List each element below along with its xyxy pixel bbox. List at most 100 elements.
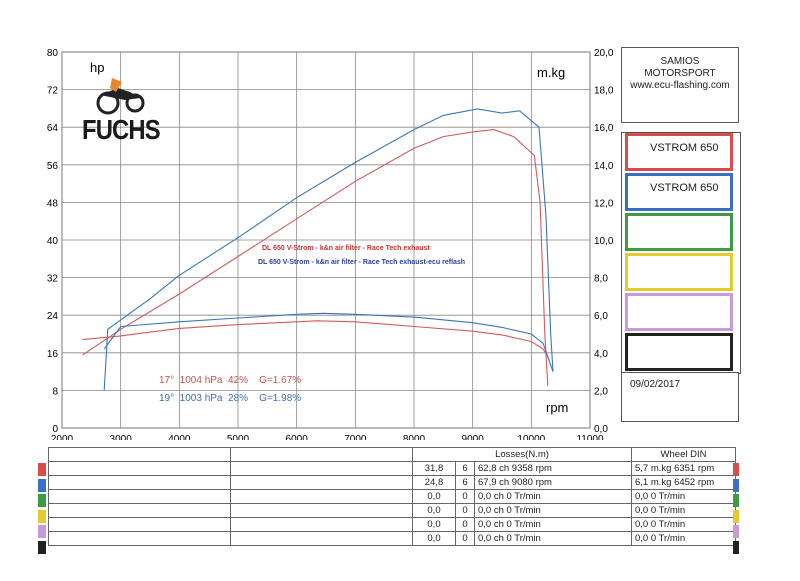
results-row: 24,8 6 67,9 ch 9080 rpm 6,1 m.kg 6452 rpm: [48, 475, 736, 490]
x-axis-tick-label: 3000: [110, 434, 133, 440]
row-color-strip: [38, 478, 46, 492]
x-axis-ticks: 2000 3000 4000 5000 6000 7000 8000 9000 10000 110…: [51, 434, 604, 440]
dyno-chart: 0 8 16 24 32 40 48 56 64 72 80 0,0 2,0 4,0 6,0 8,0 10,0…: [47, 48, 614, 440]
x-axis-tick-label: 8000: [403, 434, 426, 440]
run1-label: DL 650 V-Strom - k&n air filter - Race T…: [262, 245, 430, 252]
x-axis-tick-label: 10000: [517, 434, 545, 440]
test-date: 09/02/2017: [630, 379, 681, 390]
right-axis-tick-label: 2,0: [594, 386, 608, 397]
wheel-din-header: Wheel DIN: [631, 447, 736, 462]
results-row: 0,0 0 0,0 ch 0 Tr/min 0,0 0 Tr/min: [48, 531, 736, 546]
left-axis-unit: hp: [90, 60, 104, 75]
losses-value: 0,0: [412, 517, 456, 532]
run-slot-2[interactable]: VSTROM 650: [625, 173, 733, 211]
peak-power: 62,8 ch 9358 rpm: [474, 461, 632, 476]
left-axis-tick-label: 32: [47, 274, 59, 285]
series-line-3: [82, 320, 549, 357]
right-axis-tick-label: 16,0: [594, 123, 614, 134]
x-axis-tick-label: 9000: [462, 434, 485, 440]
left-axis-tick-label: 24: [47, 311, 59, 322]
x-axis-tick-label: 5000: [227, 434, 250, 440]
right-axis-tick-label: 14,0: [594, 161, 614, 172]
peak-torque: 0,0 0 Tr/min: [631, 489, 736, 504]
left-axis-tick-label: 0: [52, 424, 58, 435]
series-line-1: [82, 129, 549, 386]
run-slot-4[interactable]: [625, 253, 733, 291]
company-name-line1: SAMIOS: [660, 56, 700, 67]
row-color-strip: [38, 494, 46, 507]
row-color-strip: [38, 509, 46, 523]
peak-power: 0,0 ch 0 Tr/min: [474, 489, 632, 504]
run-slot-label: VSTROM 650: [650, 142, 719, 154]
peak-torque: 0,0 0 Tr/min: [631, 531, 736, 546]
right-axis-ticks: 0,0 2,0 4,0 6,0 8,0 10,0 12,0 14,0 16,0 18,0 20,0: [594, 48, 614, 435]
results-table: Losses(N.m) Wheel DIN 31,8 6 62,8 ch 9358 …: [48, 447, 736, 546]
series-line-4: [103, 312, 554, 372]
losses-value: 0,0: [412, 503, 456, 518]
chart-grid: [61, 51, 591, 429]
right-axis-tick-label: 8,0: [594, 274, 608, 285]
right-axis-tick-label: 4,0: [594, 349, 608, 360]
left-axis-tick-label: 40: [47, 236, 59, 247]
series-line-2: [103, 108, 554, 391]
x-axis-tick-label: 11000: [576, 434, 604, 440]
results-row: 31,8 6 62,8 ch 9358 rpm 5,7 m.kg 6351 rpm: [48, 461, 736, 476]
results-row: 0,0 0 0,0 ch 0 Tr/min 0,0 0 Tr/min: [48, 517, 736, 532]
left-axis-tick-label: 48: [47, 198, 59, 209]
losses-factor: 6: [455, 475, 475, 490]
losses-value: 0,0: [412, 531, 456, 546]
right-axis-tick-label: 6,0: [594, 311, 608, 322]
left-axis-tick-label: 72: [47, 86, 59, 97]
left-axis-tick-label: 8: [52, 386, 58, 397]
left-axis-tick-label: 80: [47, 48, 59, 59]
logo-text: FUCHS: [82, 114, 161, 145]
right-axis-tick-label: 10,0: [594, 236, 614, 247]
row-color-strip-right: [733, 540, 739, 554]
series-lines: [82, 108, 554, 391]
peak-power: 67,9 ch 9080 rpm: [474, 475, 632, 490]
company-website: www.ecu-flashing.com: [630, 80, 730, 91]
motorcycle-logo-icon: [96, 78, 145, 115]
row-color-strip-right: [733, 494, 739, 507]
run2-label: DL 650 V-Strom - k&n air filter - Race T…: [258, 259, 465, 266]
peak-torque: 0,0 0 Tr/min: [631, 503, 736, 518]
run-slot-1[interactable]: VSTROM 650: [625, 133, 733, 171]
losses-value: 24,8: [412, 475, 456, 490]
row-color-strip-right: [733, 463, 739, 476]
peak-power: 0,0 ch 0 Tr/min: [474, 531, 632, 546]
peak-torque: 0,0 0 Tr/min: [631, 517, 736, 532]
results-row: 0,0 0 0,0 ch 0 Tr/min 0,0 0 Tr/min: [48, 503, 736, 518]
row-color-strip-right: [733, 478, 739, 492]
company-box: SAMIOS MOTORSPORT www.ecu-flashing.com: [621, 47, 739, 123]
peak-torque: 6,1 m.kg 6452 rpm: [631, 475, 736, 490]
run1-conditions: 17° 1004 hPa 42% G=1.67%: [159, 375, 301, 386]
right-axis-unit: m.kg: [537, 65, 565, 80]
losses-factor: 0: [455, 503, 475, 518]
run-slot-3[interactable]: [625, 213, 733, 251]
peak-power: 0,0 ch 0 Tr/min: [474, 517, 632, 532]
x-axis-tick-label: 2000: [51, 434, 74, 440]
left-axis-tick-label: 64: [47, 123, 59, 134]
row-color-strip: [38, 540, 46, 554]
x-axis-tick-label: 4000: [168, 434, 191, 440]
results-header-row: Losses(N.m) Wheel DIN: [48, 447, 736, 462]
results-row: 0,0 0 0,0 ch 0 Tr/min 0,0 0 Tr/min: [48, 489, 736, 504]
run-slot-6[interactable]: [625, 333, 733, 371]
x-axis-tick-label: 7000: [344, 434, 367, 440]
row-color-strip-right: [733, 509, 739, 523]
left-axis-tick-label: 16: [47, 349, 59, 360]
losses-factor: 6: [455, 461, 475, 476]
run2-conditions: 19° 1003 hPa 28% G=1.98%: [159, 393, 301, 404]
losses-header: Losses(N.m): [412, 447, 632, 462]
peak-power: 0,0 ch 0 Tr/min: [474, 503, 632, 518]
right-axis-tick-label: 0,0: [594, 424, 608, 435]
right-axis-tick-label: 20,0: [594, 48, 614, 59]
run-slot-label: VSTROM 650: [650, 182, 719, 194]
x-axis-tick-label: 6000: [286, 434, 309, 440]
losses-value: 31,8: [412, 461, 456, 476]
run-slot-5[interactable]: [625, 293, 733, 331]
test-date-box: 09/02/2017: [621, 372, 739, 422]
left-axis-tick-label: 56: [47, 161, 59, 172]
right-axis-tick-label: 12,0: [594, 198, 614, 209]
row-color-strip: [38, 463, 46, 476]
